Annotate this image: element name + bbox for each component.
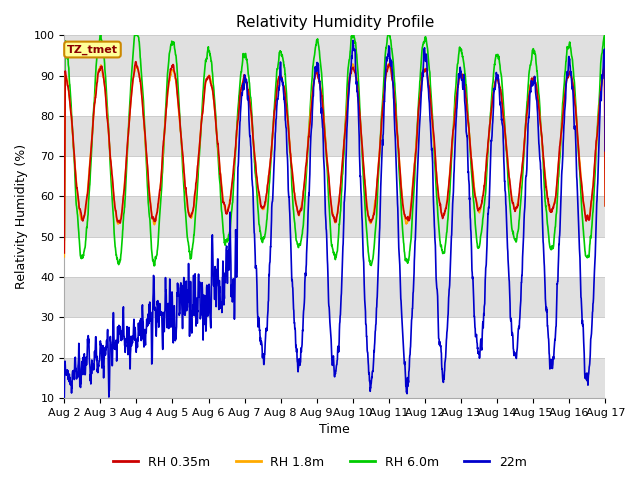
Bar <box>64 277 605 317</box>
Bar <box>64 196 605 237</box>
Bar <box>64 358 605 398</box>
Bar <box>64 116 605 156</box>
Bar <box>64 317 605 358</box>
Text: TZ_tmet: TZ_tmet <box>67 44 118 55</box>
X-axis label: Time: Time <box>319 423 350 436</box>
Bar <box>64 237 605 277</box>
Bar <box>64 156 605 196</box>
Bar <box>64 36 605 76</box>
Legend: RH 0.35m, RH 1.8m, RH 6.0m, 22m: RH 0.35m, RH 1.8m, RH 6.0m, 22m <box>108 451 532 474</box>
Title: Relativity Humidity Profile: Relativity Humidity Profile <box>236 15 434 30</box>
Bar <box>64 76 605 116</box>
Y-axis label: Relativity Humidity (%): Relativity Humidity (%) <box>15 144 28 289</box>
